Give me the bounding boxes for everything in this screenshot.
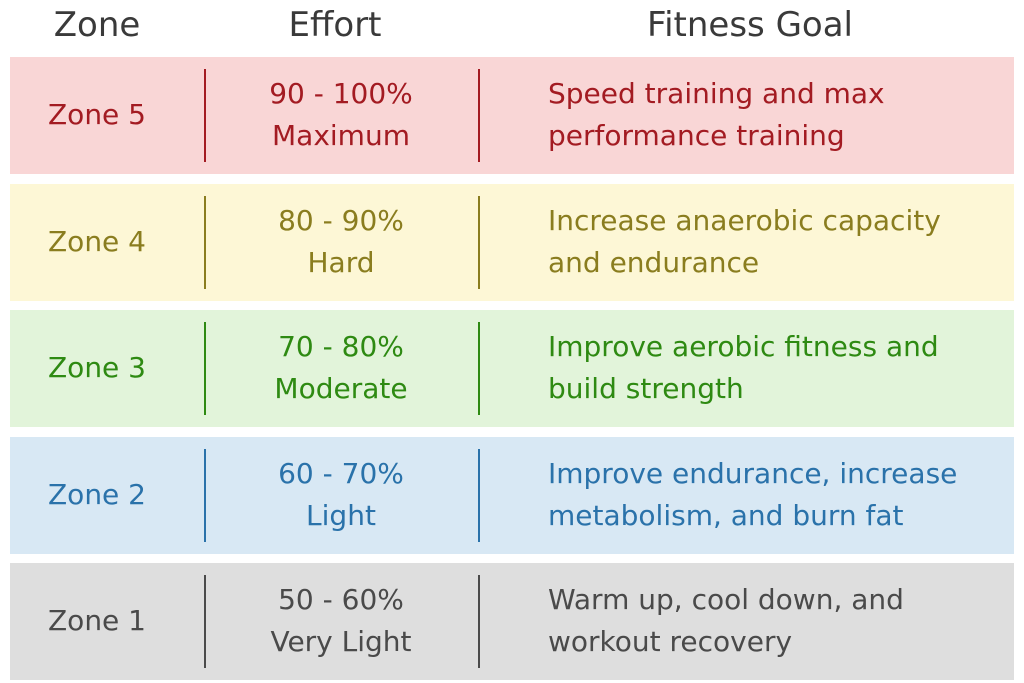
zone-row: Zone 2 60 - 70% Light Improve endurance, in… xyxy=(10,436,1014,554)
fitness-goal: build strength xyxy=(548,372,744,405)
zone-name: Zone 2 xyxy=(48,477,146,511)
fitness-goal: metabolism, and burn fat xyxy=(548,498,904,532)
fitness-goal: Increase anaerobic capacity xyxy=(548,203,941,237)
effort-range: 60 - 70% xyxy=(278,456,404,490)
zone-name: Zone 3 xyxy=(48,351,146,384)
fitness-goal: Improve endurance, increase xyxy=(548,456,958,490)
divider xyxy=(204,448,206,542)
zone-row: Zone 4 80 - 90% Hard Increase anaerobic cap… xyxy=(10,183,1014,301)
fitness-goal: performance training xyxy=(548,119,845,152)
header-goal: Fitness Goal xyxy=(647,5,853,45)
divider xyxy=(204,195,206,289)
divider xyxy=(478,69,480,162)
zone-name: Zone 4 xyxy=(48,224,146,258)
zone-row: Zone 1 50 - 60% Very Light Warm up, cool do… xyxy=(10,563,1014,680)
effort-range: 70 - 80% xyxy=(278,330,404,363)
effort-level: Hard xyxy=(307,245,375,279)
divider xyxy=(204,69,206,162)
divider xyxy=(204,575,206,668)
header-zone: Zone xyxy=(53,5,141,45)
zone-row: Zone 3 70 - 80% Moderate Improve aerobic fi… xyxy=(10,310,1014,427)
effort-range: 90 - 100% xyxy=(269,77,413,110)
effort-level: Light xyxy=(306,498,376,532)
divider xyxy=(478,322,480,415)
header-effort: Effort xyxy=(288,5,382,45)
effort-range: 80 - 90% xyxy=(278,203,404,237)
effort-range: 50 - 60% xyxy=(278,583,404,616)
divider xyxy=(478,448,480,542)
effort-level: Moderate xyxy=(274,372,408,405)
divider xyxy=(204,322,206,415)
zone-name: Zone 5 xyxy=(48,98,146,131)
effort-level: Maximum xyxy=(272,119,410,152)
zone-row: Zone 5 90 - 100% Maximum Speed training and… xyxy=(10,57,1014,174)
fitness-goal: Improve aerobic fitness and xyxy=(548,330,939,363)
effort-level: Very Light xyxy=(270,625,412,658)
zone-name: Zone 1 xyxy=(48,604,146,637)
fitness-goal: and endurance xyxy=(548,245,760,279)
divider xyxy=(478,195,480,289)
fitness-goal: workout recovery xyxy=(548,625,793,658)
fitness-goal: Warm up, cool down, and xyxy=(548,583,904,616)
divider xyxy=(478,575,480,668)
fitness-goal: Speed training and max xyxy=(548,77,885,110)
